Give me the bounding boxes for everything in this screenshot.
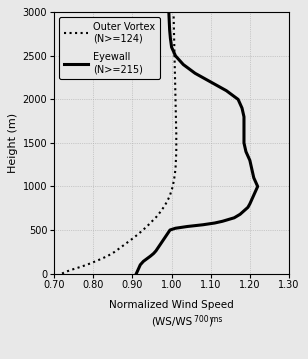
Outer Vortex
(N>=124) [172, 176, 176, 180]
Eyewall
(N>=215) [135, 271, 138, 276]
Outer Vortex
(N>=124) [171, 184, 175, 188]
Outer Vortex
(N>=124) [174, 149, 178, 154]
Outer Vortex
(N>=124) [158, 210, 162, 215]
Outer Vortex
(N>=124) [119, 245, 123, 250]
Outer Vortex
(N>=124) [98, 257, 101, 262]
Eyewall
(N>=215) [167, 10, 171, 14]
Legend: Outer Vortex
(N>=124), Eyewall
(N>=215): Outer Vortex (N>=124), Eyewall (N>=215) [59, 17, 160, 79]
Outer Vortex
(N>=124) [69, 268, 72, 272]
Eyewall
(N>=215) [256, 184, 260, 188]
Outer Vortex
(N>=124) [64, 270, 68, 274]
Outer Vortex
(N>=124) [174, 132, 178, 136]
Outer Vortex
(N>=124) [113, 250, 117, 254]
Outer Vortex
(N>=124) [146, 224, 150, 228]
Outer Vortex
(N>=124) [174, 115, 178, 119]
Outer Vortex
(N>=124) [106, 254, 109, 258]
Outer Vortex
(N>=124) [172, 10, 175, 14]
Outer Vortex
(N>=124) [166, 197, 170, 202]
Outer Vortex
(N>=124) [131, 237, 134, 241]
Outer Vortex
(N>=124) [91, 260, 95, 264]
Outer Vortex
(N>=124) [125, 241, 128, 245]
Outer Vortex
(N>=124) [150, 219, 154, 223]
Outer Vortex
(N>=124) [172, 45, 176, 49]
Outer Vortex
(N>=124) [174, 97, 177, 102]
Outer Vortex
(N>=124) [172, 28, 176, 32]
Outer Vortex
(N>=124) [136, 232, 140, 237]
Outer Vortex
(N>=124) [173, 62, 176, 67]
Eyewall
(N>=215) [185, 224, 189, 229]
Eyewall
(N>=215) [250, 197, 254, 202]
Eyewall
(N>=215) [248, 158, 252, 163]
Outer Vortex
(N>=124) [74, 266, 78, 270]
Text: ): ) [208, 317, 212, 327]
Eyewall
(N>=215) [146, 256, 150, 260]
Outer Vortex
(N>=124) [60, 271, 64, 276]
Line: Eyewall
(N>=215): Eyewall (N>=215) [136, 12, 258, 274]
Eyewall
(N>=215) [254, 188, 257, 193]
Outer Vortex
(N>=124) [173, 80, 177, 84]
Outer Vortex
(N>=124) [168, 193, 172, 197]
Outer Vortex
(N>=124) [85, 263, 88, 267]
Y-axis label: Height (m): Height (m) [8, 113, 18, 173]
Outer Vortex
(N>=124) [80, 264, 83, 269]
Text: Normalized Wind Speed: Normalized Wind Speed [109, 300, 234, 309]
Outer Vortex
(N>=124) [174, 167, 177, 171]
Text: 700 ms: 700 ms [194, 315, 222, 324]
Outer Vortex
(N>=124) [161, 206, 165, 210]
Outer Vortex
(N>=124) [155, 215, 158, 219]
Line: Outer Vortex
(N>=124): Outer Vortex (N>=124) [62, 12, 176, 274]
Text: (WS/WS: (WS/WS [151, 317, 192, 327]
Outer Vortex
(N>=124) [141, 228, 145, 232]
Outer Vortex
(N>=124) [164, 202, 168, 206]
